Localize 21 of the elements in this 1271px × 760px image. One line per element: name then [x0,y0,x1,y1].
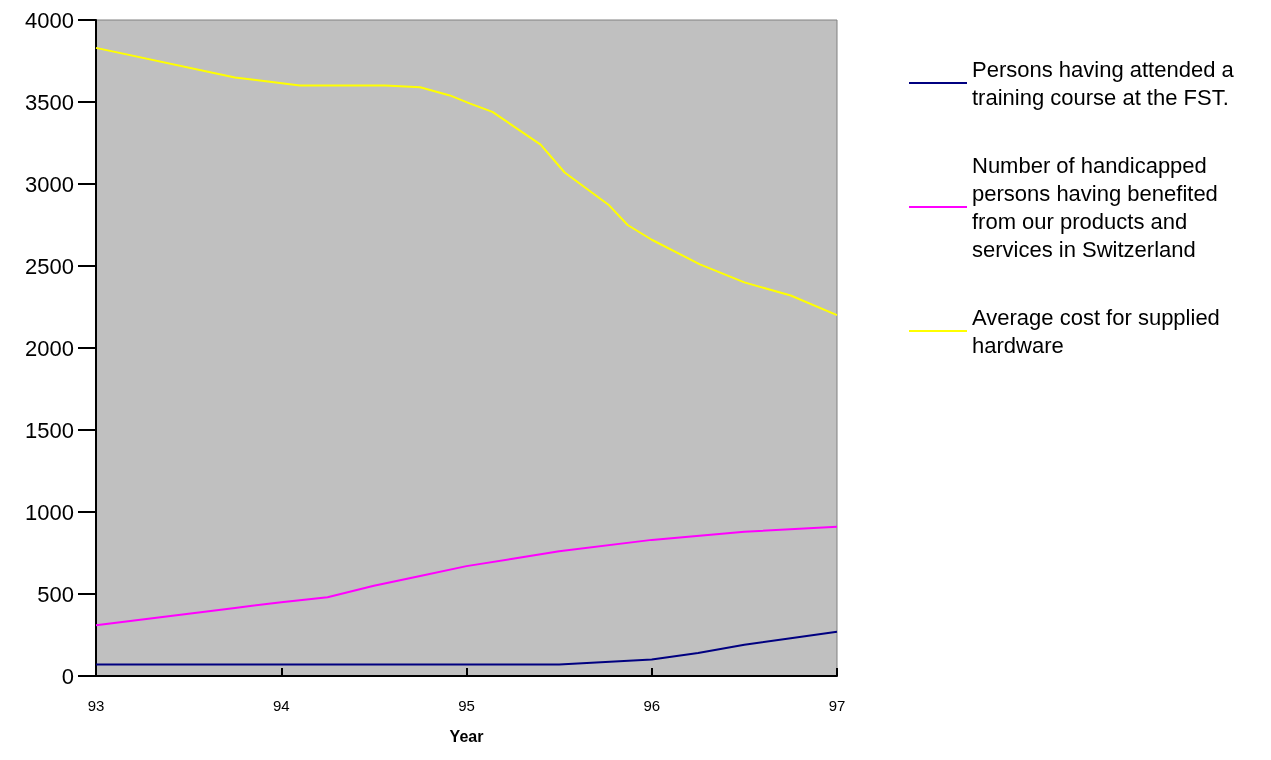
y-tick-label: 500 [37,581,74,607]
x-axis-title: Year [449,727,484,745]
y-tick-label: 2500 [25,253,74,279]
x-tick-label: 95 [458,697,475,714]
x-tick-label: 93 [87,697,105,714]
legend-label: Number of handicapped persons having benefited from our products and services in Switzerland [972,152,1224,262]
x-tick-label: 94 [272,697,290,714]
y-tick-label: 1500 [25,417,74,443]
y-tick-label: 0 [61,663,74,689]
line-series [95,525,838,627]
y-tick-label: 3500 [25,89,74,115]
legend-label: Average cost for supplied hardware [972,304,1226,358]
x-tick-label: 96 [643,697,661,714]
legend-label: Persons having attended a training course at the FST. [972,56,1240,110]
line-series [95,630,838,666]
y-tick-label: 1000 [25,499,74,525]
y-tick-label: 3000 [25,171,74,197]
line-series [95,46,838,317]
y-tick-label: 2000 [25,335,74,361]
x-tick-label: 97 [828,697,846,714]
y-tick-label: 4000 [25,7,74,33]
